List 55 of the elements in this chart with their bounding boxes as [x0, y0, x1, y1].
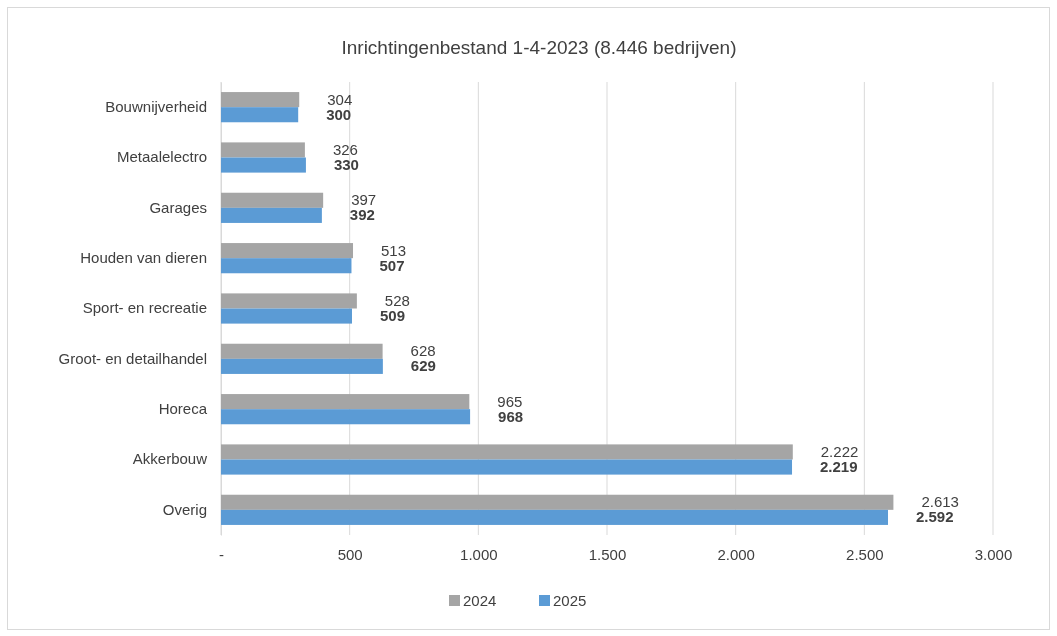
- data-label: 509: [379, 307, 406, 325]
- data-label: 513: [381, 241, 407, 259]
- x-tick-label: -: [219, 545, 224, 563]
- x-tick-label: 500: [337, 545, 363, 563]
- data-label: 326: [332, 140, 358, 158]
- x-tick-label: 1.500: [588, 545, 627, 563]
- y-tick-label: Bouwnijverheid: [105, 97, 207, 115]
- data-label: 397: [351, 191, 377, 209]
- data-label: 2.222: [820, 442, 859, 460]
- x-tick-label: 1.000: [460, 545, 498, 563]
- x-tick-label: 3.000: [974, 545, 1013, 563]
- data-label: 965: [497, 392, 523, 410]
- x-tick-label: 2.000: [717, 545, 755, 563]
- bar: [221, 258, 352, 274]
- data-label: 507: [379, 256, 405, 274]
- bar: [221, 293, 357, 309]
- data-label: 2.592: [916, 508, 954, 526]
- bar: [221, 343, 383, 359]
- data-label: 629: [410, 357, 436, 375]
- y-tick-label: Houden van dieren: [80, 248, 207, 266]
- data-label: 330: [333, 156, 359, 174]
- y-tick-label: Akkerbouw: [132, 450, 208, 468]
- bar: [221, 243, 354, 259]
- bar: [221, 494, 894, 510]
- legend-label: 2025: [553, 592, 587, 609]
- bar: [221, 207, 322, 223]
- data-label: 968: [498, 407, 524, 425]
- bar: [221, 157, 306, 173]
- y-tick-label: Overig: [162, 500, 207, 518]
- y-tick-label: Horeca: [158, 399, 208, 417]
- data-label: 2.613: [921, 493, 959, 511]
- chart-title: Inrichtingenbestand 1-4-2023 (8.446 bedrijven): [341, 37, 737, 58]
- data-label: 628: [410, 342, 436, 360]
- y-tick-label: Garages: [149, 198, 207, 216]
- bar: [221, 107, 299, 123]
- bar: [221, 358, 383, 374]
- bar: [221, 92, 300, 108]
- y-tick-label: Groot- en detailhandel: [58, 349, 207, 367]
- bar: [221, 142, 305, 158]
- x-tick-label: 2.500: [846, 545, 884, 563]
- bar: [221, 409, 471, 425]
- bar: [221, 192, 324, 208]
- legend-label: 2024: [463, 592, 497, 609]
- data-label: 304: [327, 90, 353, 108]
- data-label: 392: [349, 206, 375, 224]
- y-tick-label: Sport- en recreatie: [82, 299, 207, 317]
- bar: [221, 308, 352, 324]
- bar: [221, 394, 470, 410]
- data-label: 300: [326, 105, 352, 123]
- data-label: 2.219: [820, 458, 858, 476]
- bar: [221, 459, 793, 475]
- data-label: 528: [384, 291, 410, 309]
- y-tick-label: Metaalelectro: [116, 148, 207, 166]
- bar: [221, 509, 889, 525]
- bar: [221, 444, 793, 460]
